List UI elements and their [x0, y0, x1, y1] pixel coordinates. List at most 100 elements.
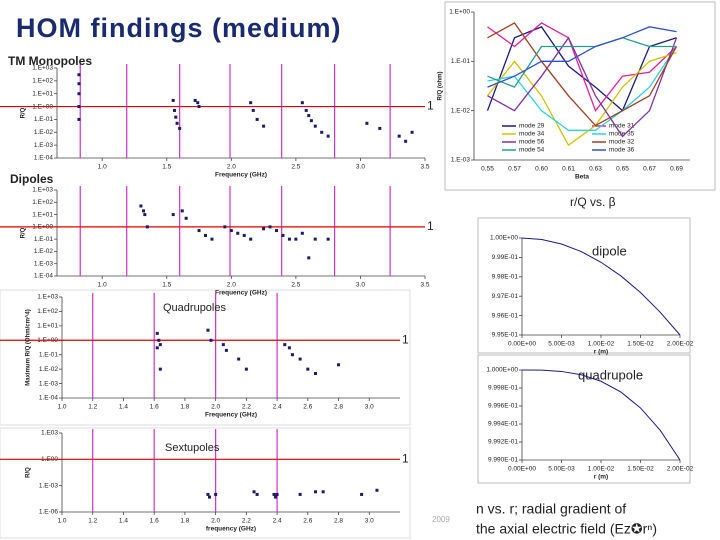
- x-tick-label: 3.5: [420, 282, 429, 289]
- x-tick-label: 2.6: [303, 404, 312, 411]
- curve: [521, 237, 681, 336]
- point: [283, 343, 287, 347]
- point: [77, 117, 81, 121]
- point: [300, 101, 304, 105]
- y-tick-label: 1.E-01: [39, 351, 59, 358]
- caption: r/Q vs. β: [570, 195, 616, 209]
- y-tick-label: 1.E-01: [34, 116, 54, 123]
- point: [158, 367, 162, 371]
- slide-title: HOM findings (medium): [16, 13, 341, 43]
- point: [294, 237, 298, 241]
- point: [197, 105, 201, 109]
- y-tick-label: 1.E-04: [34, 273, 54, 280]
- point: [287, 346, 291, 350]
- point: [287, 237, 291, 241]
- point: [378, 126, 382, 130]
- y-axis-label: R/Q: [21, 227, 27, 238]
- x-tick-label: 3.0: [356, 164, 365, 171]
- x-tick-label: 2.5: [291, 164, 300, 171]
- x-axis-label: r (m): [594, 474, 608, 481]
- point: [281, 233, 285, 237]
- point: [275, 229, 279, 233]
- y-tick-label: 9.96E-01: [492, 312, 519, 319]
- point: [180, 209, 184, 213]
- point: [178, 126, 182, 130]
- y-tick-label: 9.99E-01: [492, 254, 519, 261]
- reference-label: 1: [427, 219, 434, 233]
- chart-title: Sextupoles: [165, 442, 220, 454]
- x-tick-label: 2.2: [242, 518, 251, 525]
- y-tick-label: 1.E+03: [32, 65, 53, 72]
- point: [193, 98, 197, 102]
- point: [155, 346, 159, 350]
- point: [313, 237, 317, 241]
- point: [262, 227, 266, 231]
- point: [314, 371, 317, 375]
- point: [397, 134, 401, 138]
- y-tick-label: 1.E-03: [39, 482, 59, 489]
- panel-frame: [0, 427, 411, 539]
- x-axis-label: frequency (GHz): [206, 526, 256, 533]
- x-tick-label: 2.5: [291, 282, 300, 289]
- y-tick-label: 1.E+01: [37, 323, 58, 330]
- point: [221, 343, 225, 347]
- point: [206, 492, 210, 496]
- caption: quadrupole: [578, 367, 643, 382]
- caption: dipole: [592, 243, 627, 258]
- x-tick-label: 0.60: [535, 166, 548, 173]
- y-axis-label: R/Q (ohm): [438, 72, 444, 101]
- legend-label: mode 32: [609, 139, 635, 146]
- point: [404, 139, 408, 143]
- reference-label: 1: [402, 452, 409, 466]
- panel-frame: [477, 217, 691, 354]
- y-tick-label: 1.E-06: [39, 509, 59, 516]
- point: [142, 209, 146, 213]
- point: [314, 490, 317, 494]
- point: [237, 357, 241, 361]
- point: [360, 492, 364, 496]
- series-line: [487, 22, 677, 112]
- point: [326, 237, 330, 241]
- x-tick-label: 0.63: [589, 166, 602, 173]
- curve: [521, 369, 681, 461]
- x-tick-label: 2.6: [303, 518, 312, 525]
- point: [143, 213, 147, 217]
- point: [306, 367, 310, 371]
- y-tick-label: 1.E+03: [37, 294, 58, 301]
- panel-frame: [0, 289, 411, 426]
- y-axis-label: Maximum R/Q (Ohm/cm^4): [26, 309, 32, 386]
- point: [307, 114, 311, 118]
- y-tick-label: 9.97E-01: [492, 293, 519, 300]
- x-tick-label: 1.00E-02: [588, 341, 615, 348]
- y-tick-label: 9.95E-01: [492, 332, 519, 339]
- y-tick-label: 1.00E+00: [490, 235, 518, 242]
- point: [77, 92, 81, 96]
- y-tick-label: 9.992E-01: [488, 439, 518, 446]
- y-tick-label: 1.E+02: [37, 308, 58, 315]
- legend-label: mode 36: [609, 147, 635, 154]
- x-tick-label: 2.4: [273, 518, 282, 525]
- x-tick-label: 1.5: [162, 164, 171, 171]
- point: [158, 343, 162, 347]
- point: [203, 233, 207, 237]
- legend-label: mode 56: [519, 139, 545, 146]
- chart-title: Dipoles: [10, 172, 54, 186]
- y-tick-label: 9.996E-01: [488, 403, 518, 410]
- y-tick-label: 1.E-03: [34, 260, 54, 267]
- point: [337, 363, 341, 367]
- x-axis-label: r (m): [594, 349, 608, 356]
- point: [207, 495, 211, 499]
- point: [184, 216, 188, 220]
- x-tick-label: 1.6: [150, 404, 159, 411]
- x-tick-label: 1.8: [180, 404, 189, 411]
- point: [252, 490, 256, 494]
- y-tick-label: 9.990E-01: [488, 457, 518, 464]
- point: [298, 492, 302, 496]
- x-axis-label: Frequency (GHz): [215, 172, 267, 179]
- x-tick-label: 2.0: [227, 282, 236, 289]
- point: [290, 353, 294, 357]
- point: [171, 213, 175, 217]
- y-tick-label: 1.E+02: [32, 199, 53, 206]
- point: [206, 328, 210, 332]
